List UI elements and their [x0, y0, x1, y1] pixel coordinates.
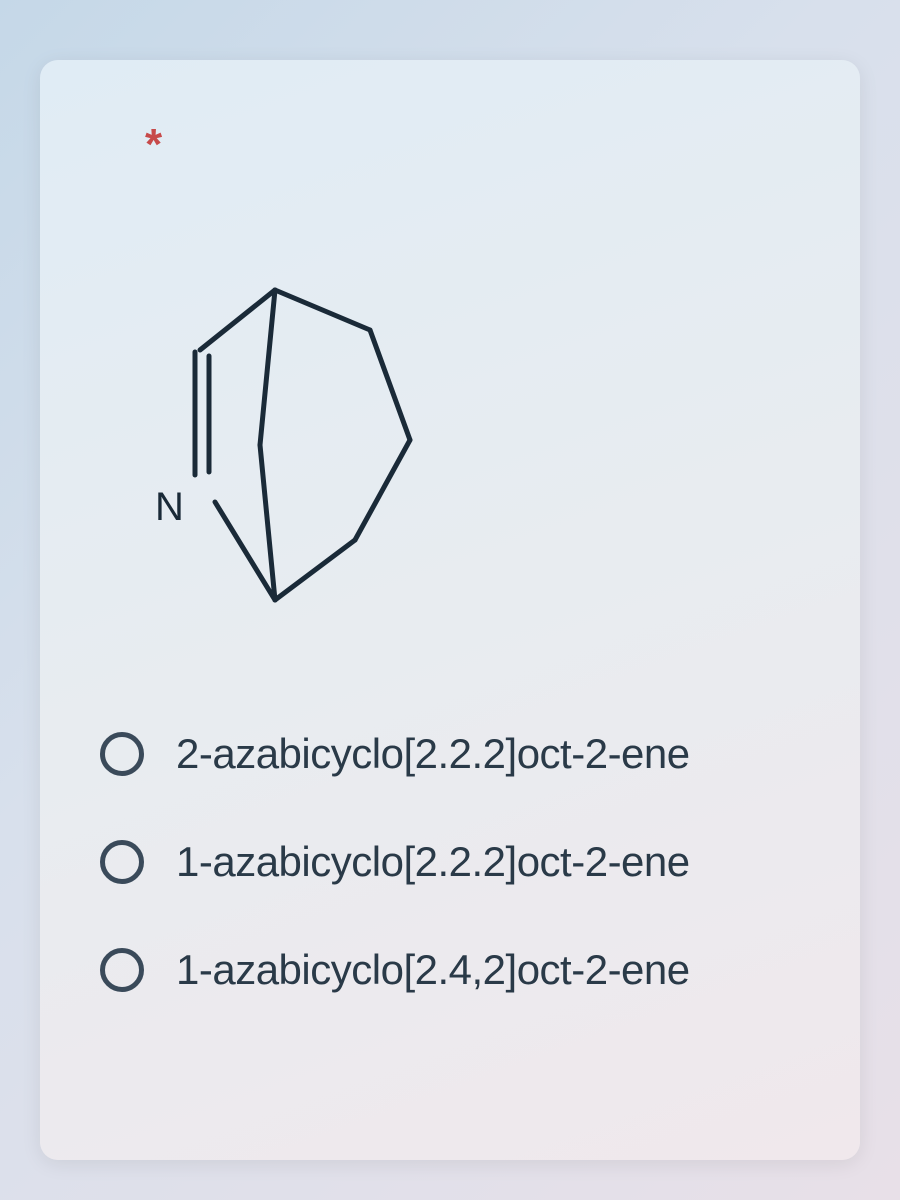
- radio-icon[interactable]: [100, 732, 144, 776]
- option-3[interactable]: 1-azabicyclo[2.4,2]oct-2-ene: [100, 946, 860, 994]
- radio-icon[interactable]: [100, 840, 144, 884]
- option-1[interactable]: 2-azabicyclo[2.2.2]oct-2-ene: [100, 730, 860, 778]
- option-2-label: 1-azabicyclo[2.2.2]oct-2-ene: [176, 838, 690, 886]
- options-group: 2-azabicyclo[2.2.2]oct-2-ene 1-azabicycl…: [100, 730, 860, 1054]
- radio-icon[interactable]: [100, 948, 144, 992]
- option-2[interactable]: 1-azabicyclo[2.2.2]oct-2-ene: [100, 838, 860, 886]
- option-1-label: 2-azabicyclo[2.2.2]oct-2-ene: [176, 730, 690, 778]
- chemical-structure: N: [100, 240, 440, 640]
- required-asterisk: *: [145, 120, 162, 170]
- question-card: * N 2-azabicyclo[2.2.2]oct-2-ene: [40, 60, 860, 1160]
- option-3-label: 1-azabicyclo[2.4,2]oct-2-ene: [176, 946, 690, 994]
- nitrogen-label: N: [155, 485, 184, 529]
